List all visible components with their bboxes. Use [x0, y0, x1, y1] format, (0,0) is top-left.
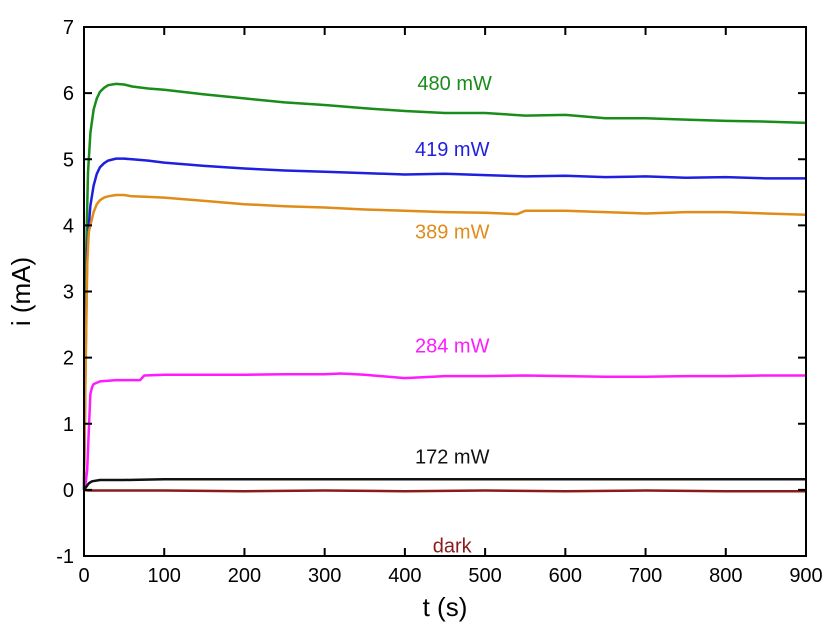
series-line-0	[82, 82, 807, 490]
x-tick-label-1: 100	[148, 565, 181, 587]
series-line-3	[82, 372, 806, 491]
y-tick-label-0: -1	[56, 546, 74, 568]
x-tick-label-5: 500	[468, 565, 501, 587]
series-label-0: 480 mW	[417, 73, 492, 95]
series-label-5: dark	[433, 536, 473, 558]
x-tick-label-0: 0	[78, 565, 89, 587]
y-tick-label-1: 0	[63, 480, 74, 502]
series-label-1: 419 mW	[415, 139, 490, 161]
x-tick-label-6: 600	[549, 565, 582, 587]
y-tick-label-6: 5	[63, 149, 74, 171]
x-axis-title: t (s)	[423, 592, 468, 622]
x-tick-label-3: 300	[308, 565, 341, 587]
x-tick-label-7: 700	[629, 565, 662, 587]
plot-frame	[83, 26, 807, 557]
y-tick-label-2: 1	[63, 414, 74, 436]
x-tick-label-2: 200	[228, 565, 261, 587]
series-label-2: 389 mW	[415, 222, 490, 244]
y-tick-label-8: 7	[63, 17, 74, 39]
series-label-4: 172 mW	[415, 446, 490, 468]
y-tick-label-7: 6	[63, 83, 74, 105]
labels-layer: 480 mW 419 mW 389 mW 284 mW 172 mW dark	[415, 73, 492, 558]
series-label-3: 284 mW	[415, 335, 490, 357]
y-tick-label-3: 2	[63, 348, 74, 370]
x-tick-label-9: 900	[789, 565, 822, 587]
y-axis-title: i (mA)	[6, 257, 36, 326]
x-tick-label-4: 400	[388, 565, 421, 587]
series-line-2	[82, 193, 807, 490]
x-tick-label-8: 800	[709, 565, 742, 587]
y-tick-label-4: 3	[63, 282, 74, 304]
series-line-5	[83, 488, 806, 493]
y-tick-label-5: 4	[63, 215, 74, 237]
series-line-4	[82, 478, 806, 491]
series-layer	[82, 82, 807, 493]
series-line-1	[82, 157, 806, 490]
